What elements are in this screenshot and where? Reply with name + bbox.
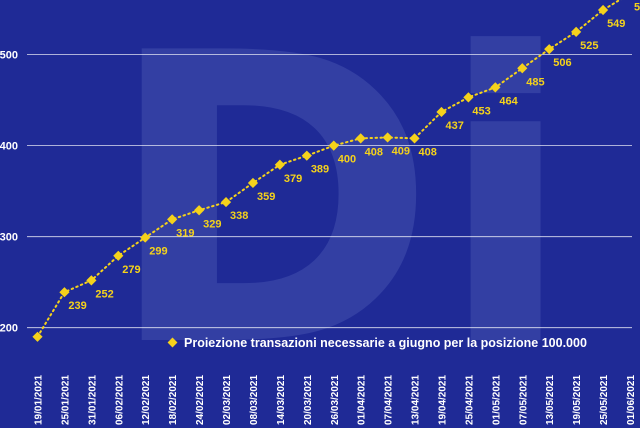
data-label: 506 <box>553 57 571 69</box>
data-label: 408 <box>365 146 383 158</box>
data-label: 279 <box>122 264 140 276</box>
x-tick-label: 01/06/2021 <box>626 375 637 425</box>
data-label: 252 <box>95 288 113 300</box>
x-axis-ticks: 19/01/2021 25/01/2021 31/01/2021 06/02/2021… <box>34 375 638 425</box>
data-label: 485 <box>526 76 544 88</box>
y-tick-label: 500 <box>0 50 18 62</box>
data-point <box>86 275 97 286</box>
data-label: 389 <box>311 164 329 176</box>
x-tick-label: 01/04/2021 <box>357 375 368 425</box>
y-axis-ticks: 200 300 400 500 <box>0 50 18 335</box>
data-label: 409 <box>392 145 410 157</box>
data-label: 453 <box>472 105 490 117</box>
data-label: 299 <box>149 246 167 258</box>
data-label: 338 <box>230 210 248 222</box>
data-labels: 239 252 279 299 319 329 338 359 379 389 400 408 409 4… <box>68 2 640 313</box>
data-point <box>274 159 285 170</box>
x-tick-label: 07/05/2021 <box>518 375 529 425</box>
data-point <box>328 140 339 151</box>
x-tick-label: 08/03/2021 <box>249 375 260 425</box>
data-point <box>247 177 259 189</box>
data-label: 464 <box>499 95 518 107</box>
data-point <box>597 4 609 16</box>
watermark-logo: Di <box>105 0 574 428</box>
x-tick-label: 25/04/2021 <box>464 375 475 425</box>
x-tick-label: 26/03/2021 <box>330 375 341 425</box>
data-point <box>382 132 393 143</box>
legend-marker <box>167 337 178 348</box>
legend: Proiezione transazioni necessarie a giug… <box>167 336 587 350</box>
x-tick-label: 19/04/2021 <box>437 375 448 425</box>
x-tick-label: 20/03/2021 <box>303 375 314 425</box>
y-tick-label: 300 <box>0 232 18 244</box>
data-point <box>220 196 232 208</box>
data-point <box>32 331 43 342</box>
data-point <box>113 250 124 261</box>
x-tick-label: 25/01/2021 <box>60 375 71 425</box>
x-tick-label: 24/02/2021 <box>195 375 206 425</box>
watermark-logo-text: Di <box>105 0 574 428</box>
x-tick-label: 19/05/2021 <box>572 375 583 425</box>
x-tick-label: 12/02/2021 <box>141 375 152 425</box>
x-tick-label: 06/02/2021 <box>114 375 125 425</box>
data-label: 239 <box>68 300 86 312</box>
x-tick-label: 13/04/2021 <box>411 375 422 425</box>
data-label: 437 <box>445 120 463 132</box>
data-label: 408 <box>419 146 437 158</box>
data-label: 319 <box>176 227 194 239</box>
x-tick-label: 31/01/2021 <box>87 375 98 425</box>
data-label: 549 <box>607 18 625 30</box>
x-tick-label: 02/03/2021 <box>222 375 233 425</box>
data-point <box>59 287 70 298</box>
data-point <box>301 150 312 161</box>
data-point <box>409 133 420 144</box>
data-label: 379 <box>284 173 302 185</box>
data-label: 567 <box>634 2 640 14</box>
x-tick-label: 18/02/2021 <box>168 375 179 425</box>
x-tick-label: 14/03/2021 <box>276 375 287 425</box>
data-label: 400 <box>338 154 356 166</box>
y-tick-label: 200 <box>0 323 18 335</box>
data-label: 525 <box>580 40 598 52</box>
x-tick-label: 19/01/2021 <box>34 375 45 425</box>
y-tick-label: 400 <box>0 141 18 153</box>
x-tick-label: 13/05/2021 <box>545 375 556 425</box>
x-tick-label: 25/05/2021 <box>599 375 610 425</box>
x-tick-label: 01/05/2021 <box>491 375 502 425</box>
data-label: 329 <box>203 218 221 230</box>
data-label: 359 <box>257 191 275 203</box>
x-tick-label: 07/04/2021 <box>384 375 395 425</box>
legend-label: Proiezione transazioni necessarie a giug… <box>184 336 587 350</box>
